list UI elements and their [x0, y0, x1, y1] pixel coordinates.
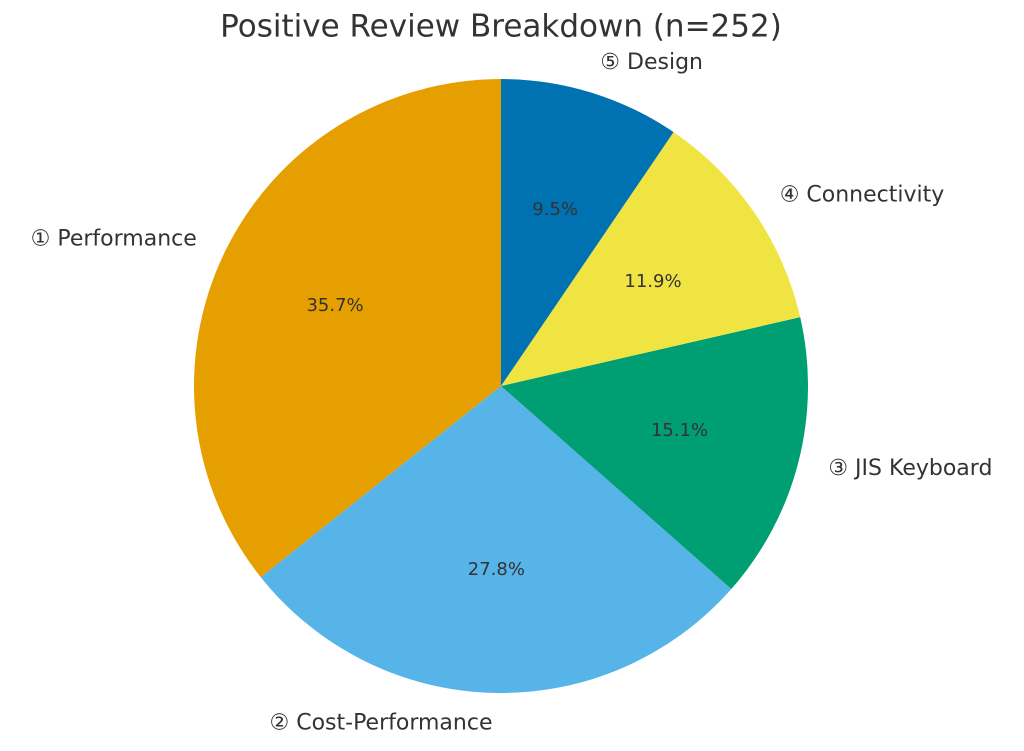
value-label: 27.8% [468, 559, 525, 580]
slice-label: ④ Connectivity [780, 182, 945, 207]
pie-slice [501, 317, 808, 590]
pie-slice [193, 79, 501, 578]
pie-slice [260, 386, 732, 694]
chart-title: Positive Review Breakdown (n=252) [220, 9, 782, 45]
pie-slice [501, 132, 801, 386]
slice-label: ③ JIS Keyboard [828, 456, 992, 481]
pie-slice [501, 79, 674, 386]
slice-label: ① Performance [31, 226, 197, 251]
value-label: 15.1% [651, 420, 708, 441]
slice-label: ⑤ Design [600, 50, 703, 75]
value-label: 11.9% [624, 271, 681, 292]
value-label: 35.7% [306, 295, 363, 316]
slice-label: ② Cost-Performance [270, 711, 493, 736]
value-label: 9.5% [532, 199, 578, 220]
